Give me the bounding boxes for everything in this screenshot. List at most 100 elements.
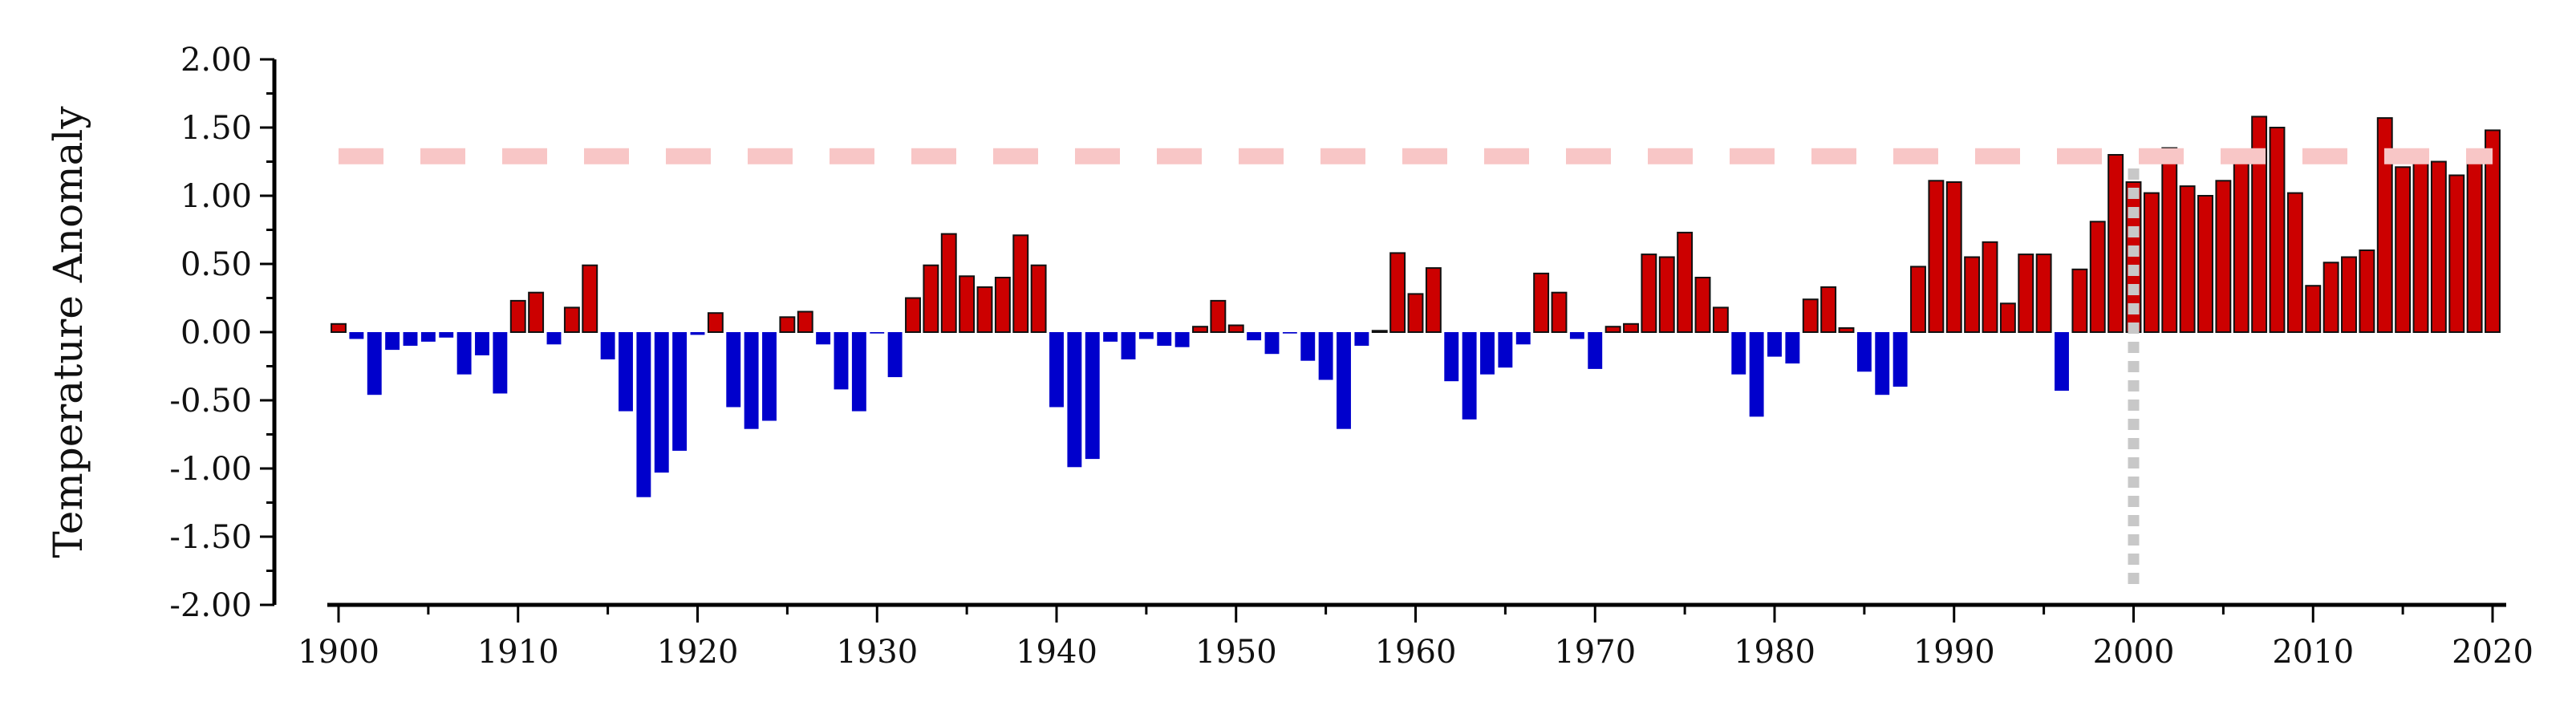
bar-1953 bbox=[1282, 332, 1297, 334]
x-tick-label: 1910 bbox=[477, 634, 559, 671]
bar-2005 bbox=[2215, 180, 2232, 333]
bar-1981 bbox=[1785, 332, 1800, 364]
bar-1974 bbox=[1658, 256, 1675, 333]
bar-1961 bbox=[1425, 267, 1442, 334]
bar-1977 bbox=[1712, 306, 1729, 333]
bar-2007 bbox=[2251, 116, 2268, 333]
bar-1996 bbox=[2055, 332, 2069, 391]
bar-2014 bbox=[2376, 117, 2393, 333]
bar-2013 bbox=[2359, 249, 2375, 333]
bar-1976 bbox=[1694, 277, 1711, 333]
bar-1902 bbox=[367, 332, 382, 395]
bar-2010 bbox=[2305, 285, 2322, 334]
bar-1926 bbox=[797, 310, 813, 333]
bar-1903 bbox=[385, 332, 400, 351]
bar-1939 bbox=[1030, 264, 1047, 334]
bar-1954 bbox=[1300, 332, 1316, 361]
bar-2009 bbox=[2286, 192, 2303, 333]
bar-1934 bbox=[940, 233, 957, 334]
x-tick-label: 1990 bbox=[1913, 634, 1995, 671]
bar-1923 bbox=[744, 332, 759, 429]
x-tick-label: 2010 bbox=[2272, 634, 2354, 671]
bar-1906 bbox=[439, 332, 454, 338]
bar-1911 bbox=[528, 291, 545, 334]
y-tick-label: 1.00 bbox=[181, 178, 252, 215]
bar-1924 bbox=[762, 332, 777, 421]
bar-1985 bbox=[1856, 332, 1872, 372]
bar-1909 bbox=[493, 332, 508, 394]
bar-1936 bbox=[976, 286, 993, 333]
bars-group bbox=[331, 116, 2501, 497]
x-tick-label: 1950 bbox=[1195, 634, 1277, 671]
x-tick-label: 1920 bbox=[657, 634, 739, 671]
bar-1951 bbox=[1247, 332, 1262, 341]
bar-1947 bbox=[1174, 332, 1190, 347]
bar-1920 bbox=[690, 332, 705, 335]
y-tick-label: -0.50 bbox=[169, 383, 252, 420]
bar-2019 bbox=[2466, 158, 2483, 333]
bar-1990 bbox=[1945, 181, 1962, 333]
bar-1905 bbox=[420, 332, 436, 342]
x-tick-label: 1900 bbox=[298, 634, 379, 671]
bar-1937 bbox=[994, 277, 1011, 333]
bar-1929 bbox=[851, 332, 866, 412]
bar-1943 bbox=[1103, 332, 1118, 342]
y-tick-label: 0.00 bbox=[181, 314, 252, 351]
x-tick-label: 1930 bbox=[836, 634, 918, 671]
bar-1955 bbox=[1318, 332, 1333, 380]
bar-1970 bbox=[1588, 332, 1603, 369]
bar-1991 bbox=[1964, 256, 1981, 333]
bar-2012 bbox=[2341, 256, 2357, 333]
x-tick-label: 1970 bbox=[1554, 634, 1636, 671]
bar-2020 bbox=[2485, 129, 2501, 333]
bar-1992 bbox=[1982, 241, 1998, 333]
bar-1983 bbox=[1820, 286, 1837, 333]
bar-1949 bbox=[1210, 299, 1227, 333]
bar-1932 bbox=[905, 297, 921, 333]
bar-1935 bbox=[959, 275, 976, 333]
x-tick-label: 2020 bbox=[2452, 634, 2533, 671]
bar-1942 bbox=[1085, 332, 1100, 460]
bar-1938 bbox=[1012, 234, 1029, 333]
bar-1914 bbox=[582, 264, 598, 334]
bar-1908 bbox=[475, 332, 489, 355]
y-tick-label: -1.00 bbox=[169, 451, 252, 488]
y-tick-label: 0.50 bbox=[181, 246, 252, 283]
bar-2017 bbox=[2430, 160, 2447, 333]
bar-1907 bbox=[456, 332, 472, 375]
bar-1967 bbox=[1533, 272, 1550, 333]
bar-1918 bbox=[654, 332, 669, 473]
y-tick-label: -1.50 bbox=[169, 519, 252, 556]
bar-1963 bbox=[1462, 332, 1477, 420]
bar-1971 bbox=[1604, 326, 1621, 334]
bar-2011 bbox=[2322, 262, 2339, 333]
axes-group: 2.00 1.50 1.00 0.50 0.00 -0.50 -1.00 -1.50 -2.00… bbox=[169, 42, 2533, 671]
bar-1972 bbox=[1623, 322, 1639, 333]
bar-1975 bbox=[1677, 231, 1694, 333]
bar-1984 bbox=[1838, 327, 1855, 333]
bar-1940 bbox=[1049, 332, 1064, 408]
bar-1927 bbox=[816, 332, 831, 345]
bar-1960 bbox=[1407, 293, 1424, 333]
y-tick-label: -2.00 bbox=[169, 587, 252, 624]
bar-1979 bbox=[1749, 332, 1764, 417]
bar-1925 bbox=[779, 316, 796, 333]
x-tick-label: 1940 bbox=[1016, 634, 1097, 671]
bar-1962 bbox=[1444, 332, 1459, 382]
bar-1912 bbox=[546, 332, 562, 345]
bar-1993 bbox=[1999, 302, 2016, 333]
bar-1973 bbox=[1641, 254, 1657, 334]
bar-2016 bbox=[2412, 149, 2429, 333]
bar-1928 bbox=[834, 332, 849, 390]
bar-2018 bbox=[2448, 174, 2465, 333]
y-tick-label: 1.50 bbox=[181, 110, 252, 147]
bar-2004 bbox=[2197, 195, 2213, 333]
bar-2003 bbox=[2179, 185, 2196, 333]
bar-1910 bbox=[509, 299, 526, 333]
bar-1956 bbox=[1337, 332, 1351, 429]
x-tick-label: 2000 bbox=[2093, 634, 2175, 671]
bar-1987 bbox=[1892, 332, 1908, 387]
bar-1997 bbox=[2071, 268, 2088, 333]
bar-1957 bbox=[1354, 332, 1369, 346]
bar-1964 bbox=[1480, 332, 1495, 375]
